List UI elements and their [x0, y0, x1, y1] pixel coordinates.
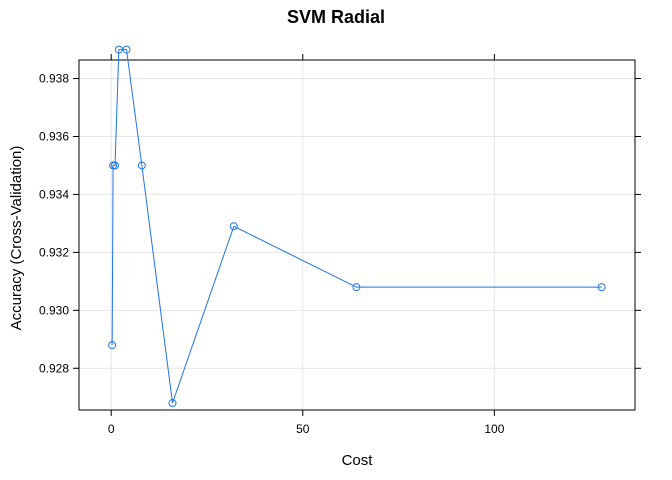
- data-point: [168, 399, 177, 408]
- chart-title: SVM Radial: [287, 7, 385, 27]
- y-tick-label: 0.928: [39, 361, 69, 375]
- series-line: [111, 49, 602, 404]
- y-tick-label: 0.930: [39, 303, 69, 317]
- x-tick-label: 50: [296, 422, 310, 436]
- series-layer: [108, 45, 606, 408]
- y-axis-label: Accuracy (Cross-Validation): [8, 146, 25, 331]
- data-point: [108, 341, 117, 350]
- y-tick-label: 0.932: [39, 245, 69, 259]
- data-point: [111, 161, 120, 170]
- data-point: [597, 283, 606, 292]
- y-tick-label: 0.936: [39, 129, 69, 143]
- y-tick-label: 0.934: [39, 187, 69, 201]
- x-tick-label: 0: [108, 422, 115, 436]
- data-point: [229, 222, 238, 231]
- grid: [79, 60, 635, 410]
- x-tick-label: 100: [484, 422, 504, 436]
- data-point: [122, 45, 131, 54]
- plot-frame: [78, 59, 636, 411]
- data-point: [114, 45, 123, 54]
- data-point: [137, 161, 146, 170]
- data-point: [352, 283, 361, 292]
- y-tick-label: 0.938: [39, 72, 69, 86]
- x-axis-label: Cost: [342, 452, 374, 469]
- axis-ticks: 0 50 100 0.928 0.930 0.932 0.934 0.936 0.938: [39, 54, 641, 436]
